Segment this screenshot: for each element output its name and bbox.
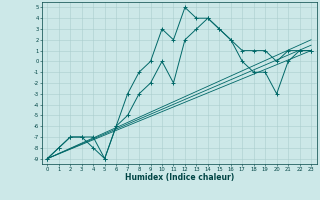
X-axis label: Humidex (Indice chaleur): Humidex (Indice chaleur) [124, 173, 234, 182]
